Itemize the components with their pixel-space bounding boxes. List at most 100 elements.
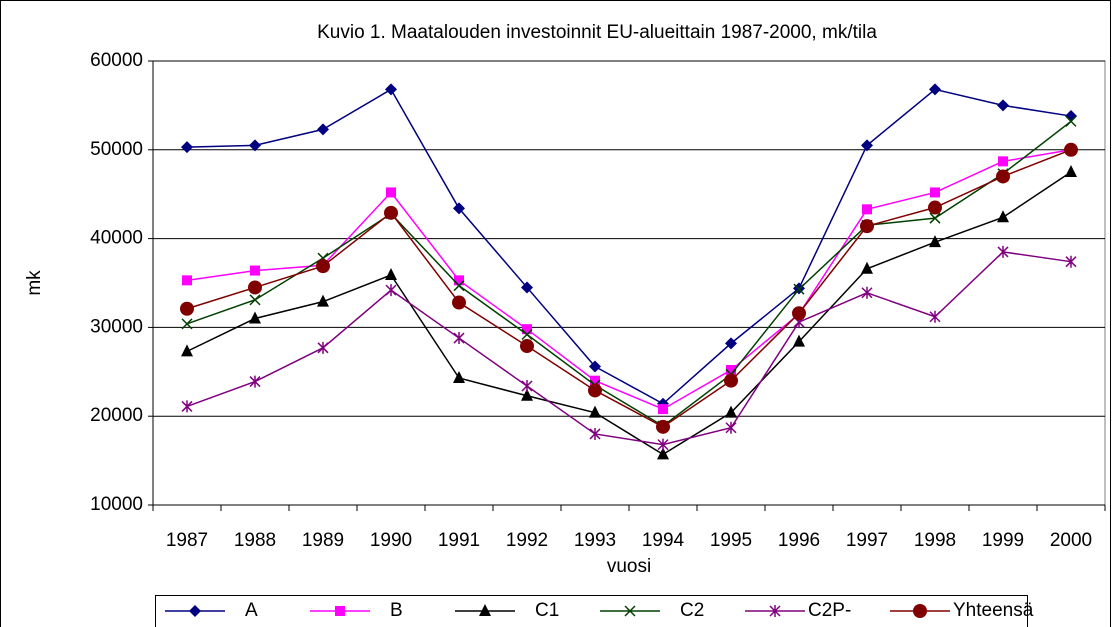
marker bbox=[589, 427, 601, 440]
x-tick-label: 1989 bbox=[302, 530, 344, 551]
marker bbox=[769, 605, 781, 617]
series-line bbox=[186, 88, 1072, 405]
marker bbox=[452, 295, 466, 310]
marker bbox=[317, 294, 329, 307]
marker bbox=[996, 169, 1010, 184]
marker bbox=[249, 311, 261, 324]
marker bbox=[316, 259, 330, 274]
marker bbox=[181, 400, 193, 413]
marker bbox=[861, 139, 873, 152]
marker bbox=[386, 187, 396, 198]
x-axis-label: vuosi bbox=[607, 556, 651, 577]
x-tick-label: 1992 bbox=[506, 530, 548, 551]
x-tick-label: 1988 bbox=[234, 530, 276, 551]
marker bbox=[913, 604, 927, 618]
marker bbox=[725, 421, 737, 434]
marker bbox=[479, 604, 491, 616]
series-line bbox=[186, 171, 1072, 456]
marker bbox=[181, 141, 193, 154]
marker bbox=[589, 360, 601, 373]
marker bbox=[928, 200, 942, 215]
series-line bbox=[186, 149, 1072, 410]
marker bbox=[997, 210, 1009, 223]
marker bbox=[792, 306, 806, 321]
marker bbox=[250, 265, 260, 276]
marker bbox=[521, 281, 533, 294]
marker bbox=[930, 187, 940, 198]
x-tick-label: 1991 bbox=[438, 530, 480, 551]
marker bbox=[453, 371, 465, 384]
marker bbox=[929, 83, 941, 96]
marker bbox=[860, 219, 874, 234]
marker bbox=[1065, 115, 1077, 127]
legend-label: C1 bbox=[535, 600, 559, 621]
marker bbox=[657, 447, 669, 460]
plot-area bbox=[152, 60, 1106, 506]
marker bbox=[929, 212, 941, 224]
x-tick-label: 2000 bbox=[1050, 530, 1092, 551]
legend-label: B bbox=[390, 600, 403, 621]
marker bbox=[590, 375, 600, 386]
series-line bbox=[186, 251, 1072, 446]
marker bbox=[453, 332, 465, 345]
marker bbox=[929, 235, 941, 248]
marker bbox=[521, 328, 533, 341]
marker bbox=[861, 286, 873, 299]
y-tick-label: 60000 bbox=[90, 50, 143, 71]
marker bbox=[453, 202, 465, 215]
marker bbox=[335, 606, 345, 616]
y-tick-label: 40000 bbox=[90, 228, 143, 249]
marker bbox=[249, 375, 261, 388]
series-line bbox=[186, 120, 1072, 427]
marker bbox=[520, 339, 534, 354]
legend-box bbox=[155, 595, 1028, 627]
marker bbox=[249, 139, 261, 152]
marker bbox=[725, 337, 737, 350]
x-tick-label: 1998 bbox=[914, 530, 956, 551]
marker bbox=[997, 99, 1009, 112]
marker bbox=[181, 344, 193, 357]
marker bbox=[793, 283, 805, 295]
x-tick-label: 1994 bbox=[642, 530, 685, 551]
marker bbox=[181, 318, 193, 330]
marker bbox=[454, 275, 464, 286]
marker bbox=[317, 341, 329, 354]
marker bbox=[725, 405, 737, 418]
marker bbox=[998, 156, 1008, 167]
chart-title: Kuvio 1. Maatalouden investoinnit EU-alu… bbox=[317, 22, 877, 43]
y-axis-label: mk bbox=[24, 270, 45, 296]
marker bbox=[658, 404, 668, 415]
marker bbox=[862, 204, 872, 215]
marker bbox=[189, 605, 201, 617]
marker bbox=[317, 123, 329, 136]
marker bbox=[521, 380, 533, 393]
marker bbox=[182, 275, 192, 286]
marker bbox=[997, 245, 1009, 258]
legend-label: C2 bbox=[680, 600, 704, 621]
series-line bbox=[186, 149, 1072, 428]
marker bbox=[385, 83, 397, 96]
marker bbox=[385, 268, 397, 281]
legend-label: Yhteensä bbox=[953, 600, 1034, 621]
legend-label: C2P- bbox=[808, 600, 851, 621]
marker bbox=[1065, 255, 1077, 268]
x-tick-label: 1987 bbox=[166, 530, 208, 551]
marker bbox=[724, 373, 738, 388]
marker bbox=[624, 605, 636, 617]
marker bbox=[249, 294, 261, 306]
marker bbox=[1064, 142, 1078, 157]
y-tick-label: 10000 bbox=[90, 494, 143, 515]
marker bbox=[1065, 165, 1077, 177]
marker bbox=[248, 280, 262, 295]
marker bbox=[589, 405, 601, 418]
marker bbox=[656, 419, 670, 434]
legend-label: A bbox=[245, 600, 258, 621]
marker bbox=[929, 310, 941, 323]
marker bbox=[588, 383, 602, 398]
marker bbox=[384, 205, 398, 220]
marker bbox=[522, 324, 532, 335]
y-tick-label: 50000 bbox=[90, 139, 143, 160]
x-tick-label: 1997 bbox=[846, 530, 888, 551]
marker bbox=[793, 334, 805, 347]
